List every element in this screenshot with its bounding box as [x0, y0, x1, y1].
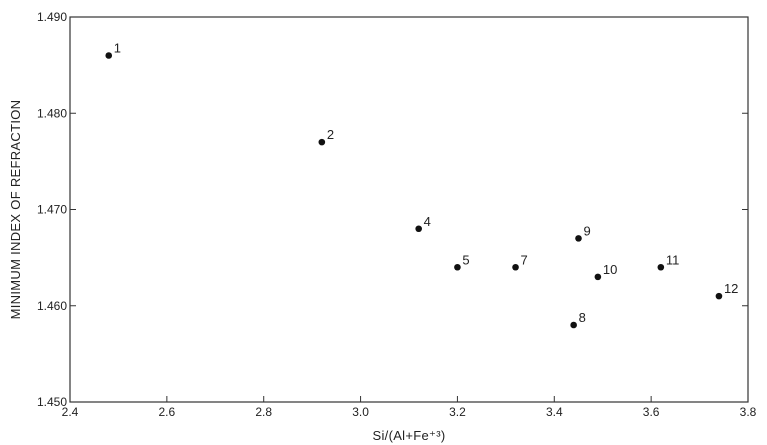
- y-axis: 1.450 1.460 1.470 1.480 1.490: [37, 10, 748, 409]
- y-tick-label: 1.460: [37, 299, 67, 313]
- data-point: [415, 225, 422, 233]
- x-axis: 2.4 2.6 2.8 3.0 3.2 3.4 3.6 3.8: [62, 396, 757, 419]
- data-point-label: 5: [462, 252, 469, 267]
- data-point-label: 8: [579, 310, 586, 325]
- data-point: [570, 321, 577, 329]
- y-tick-label: 1.480: [37, 106, 67, 120]
- plot-frame: [69, 16, 749, 403]
- data-point: [715, 292, 723, 300]
- data-point: [318, 138, 326, 146]
- data-point-label: 4: [424, 214, 431, 229]
- data-point-label: 2: [327, 127, 334, 142]
- x-tick-label: 2.4: [62, 405, 79, 419]
- data-point-label: 10: [603, 262, 617, 277]
- x-tick-label: 2.8: [255, 405, 272, 419]
- x-tick-label: 3.4: [546, 405, 563, 419]
- data-point: [575, 235, 582, 242]
- data-point: [594, 273, 602, 281]
- data-point: [454, 263, 461, 271]
- x-tick-label: 3.2: [449, 405, 466, 419]
- x-axis-title: Si/(Al+Fe⁺³): [373, 428, 446, 443]
- y-tick-label: 1.490: [37, 10, 67, 24]
- data-point-label: 12: [724, 281, 738, 296]
- data-point-label: 11: [666, 252, 680, 267]
- x-tick-label: 3.6: [643, 405, 660, 419]
- data-point: [512, 263, 519, 271]
- x-tick-label: 3.8: [740, 405, 757, 419]
- y-axis-title: MINIMUM INDEX OF REFRACTION: [8, 100, 23, 320]
- x-tick-label: 2.6: [159, 405, 176, 419]
- y-tick-label: 1.450: [37, 395, 67, 409]
- y-tick-label: 1.470: [37, 203, 67, 217]
- data-point: [105, 52, 113, 59]
- data-point-label: 1: [114, 41, 121, 56]
- data-point-label: 7: [521, 252, 528, 267]
- plot-border: [69, 16, 749, 403]
- data-point-label: 9: [584, 223, 591, 238]
- data-point: [657, 263, 665, 271]
- x-tick-label: 3.0: [352, 405, 369, 419]
